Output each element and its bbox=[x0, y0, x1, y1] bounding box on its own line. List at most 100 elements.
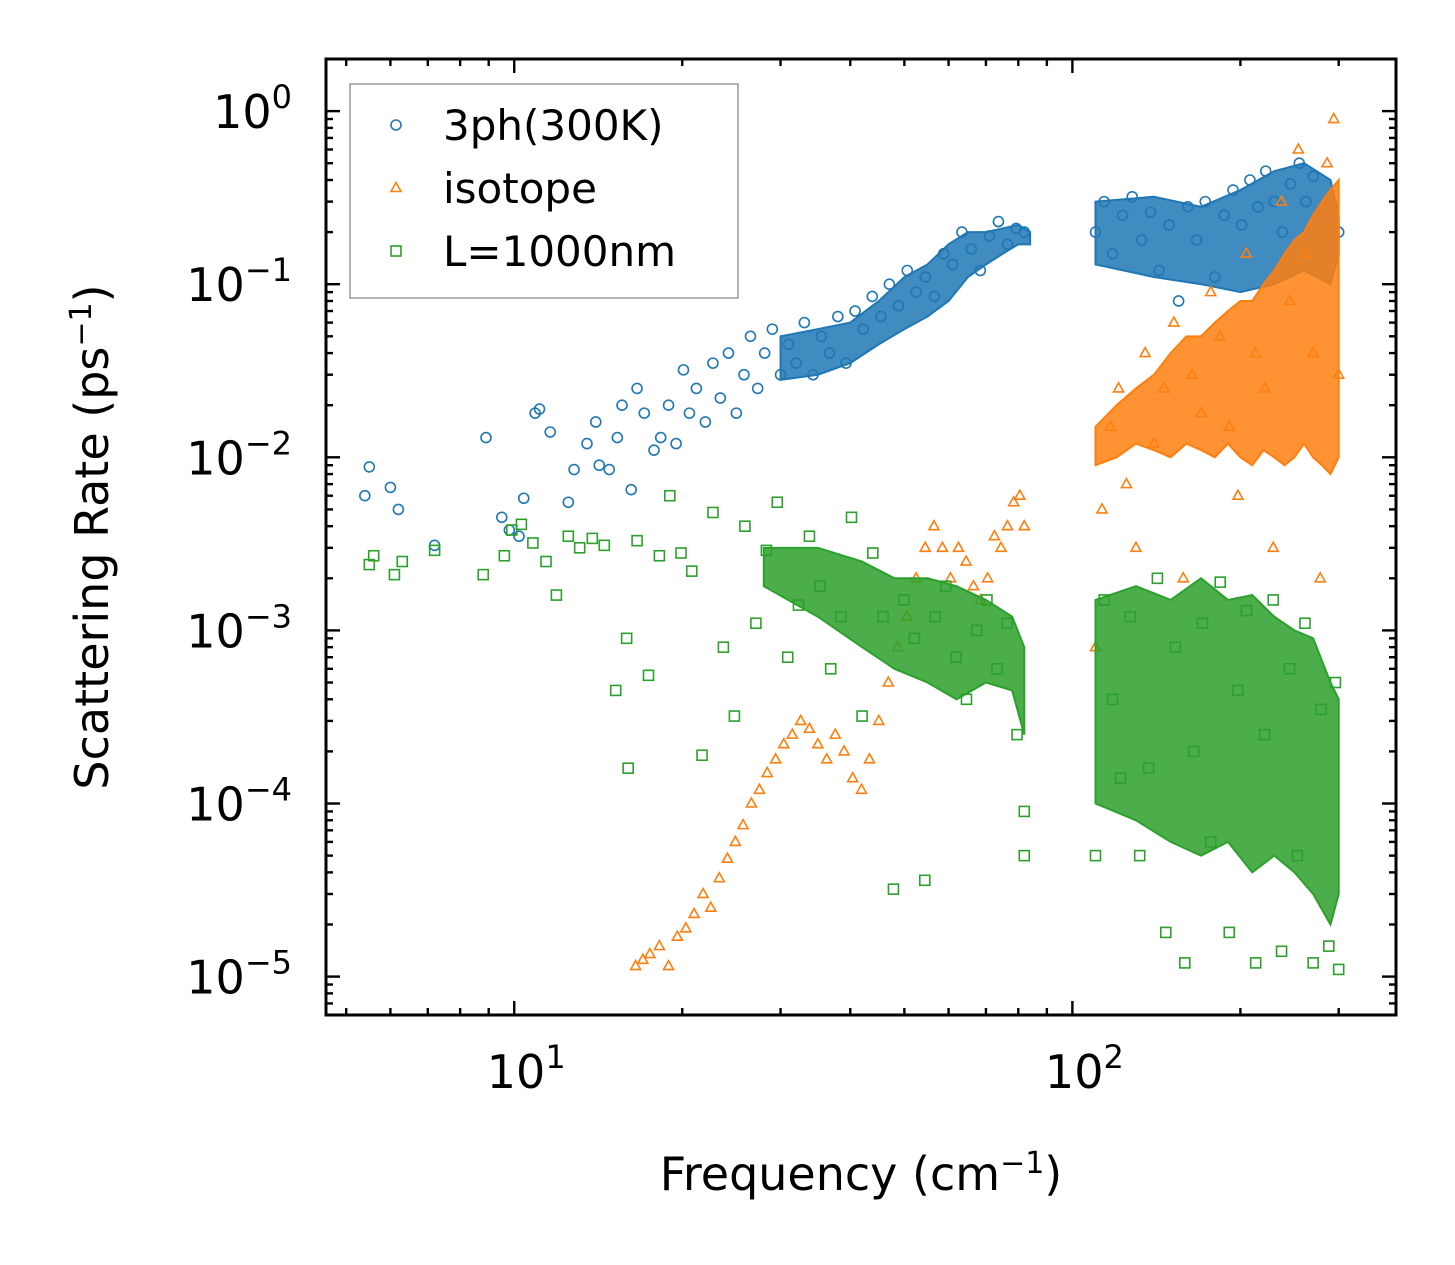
series-density-band bbox=[762, 546, 1026, 735]
data-point bbox=[1114, 772, 1127, 785]
data-point bbox=[991, 663, 1003, 675]
data-point bbox=[721, 851, 734, 863]
data-point bbox=[960, 693, 973, 706]
series-isotope bbox=[629, 111, 1346, 971]
data-point bbox=[1126, 190, 1139, 203]
data-point bbox=[480, 431, 492, 444]
data-point bbox=[662, 958, 675, 971]
data-point bbox=[887, 883, 900, 895]
data-point bbox=[1169, 641, 1182, 653]
data-point bbox=[1089, 849, 1102, 862]
data-point bbox=[496, 511, 508, 524]
data-point bbox=[950, 651, 962, 664]
data-point bbox=[728, 710, 741, 722]
data-point bbox=[477, 568, 490, 581]
data-point bbox=[1159, 926, 1172, 939]
data-point bbox=[1204, 284, 1218, 297]
data-point bbox=[919, 874, 931, 887]
data-point bbox=[892, 300, 905, 312]
data-point bbox=[1098, 594, 1110, 606]
data-point bbox=[517, 492, 530, 505]
data-point bbox=[568, 463, 580, 476]
data-point bbox=[699, 416, 712, 428]
data-point bbox=[1252, 201, 1264, 213]
data-point bbox=[1144, 206, 1157, 219]
data-point bbox=[1133, 849, 1146, 862]
data-point bbox=[593, 459, 606, 472]
axis-tick-labels: 101 102 100 10−1 10−2 10−3 10−4 10−5 bbox=[186, 78, 1124, 1099]
legend-item: L=1000nm bbox=[390, 227, 676, 276]
data-point bbox=[620, 632, 633, 645]
data-point bbox=[1240, 604, 1253, 617]
data-point bbox=[363, 461, 376, 473]
data-point bbox=[1129, 540, 1143, 553]
data-point bbox=[877, 610, 889, 623]
data-point bbox=[1240, 246, 1253, 259]
data-point bbox=[1007, 495, 1021, 507]
data-point bbox=[603, 463, 616, 476]
y-tick-label: 10−2 bbox=[186, 424, 292, 485]
data-point bbox=[1204, 836, 1217, 848]
data-point bbox=[1283, 293, 1296, 306]
data-point bbox=[1153, 264, 1165, 277]
data-point bbox=[707, 357, 719, 369]
data-point bbox=[1176, 571, 1190, 583]
data-point bbox=[994, 540, 1008, 553]
data-point bbox=[929, 610, 942, 623]
data-point bbox=[1223, 926, 1236, 939]
data-point bbox=[739, 520, 751, 532]
data-point bbox=[736, 817, 750, 830]
data-point bbox=[837, 744, 851, 756]
data-point bbox=[679, 921, 693, 933]
data-point bbox=[1163, 219, 1175, 231]
data-point bbox=[515, 518, 528, 531]
data-point bbox=[428, 544, 441, 557]
data-point bbox=[1095, 502, 1109, 514]
legend-marker-square bbox=[390, 245, 402, 257]
data-point bbox=[1185, 367, 1199, 380]
data-point bbox=[803, 530, 816, 543]
data-point bbox=[712, 871, 726, 883]
y-tick-label: 10−3 bbox=[186, 597, 292, 658]
data-point bbox=[396, 555, 409, 568]
data-point bbox=[883, 278, 896, 291]
data-point bbox=[786, 727, 799, 739]
legend-item: 3ph(300K) bbox=[390, 101, 663, 150]
data-point bbox=[1124, 610, 1137, 623]
data-point bbox=[1179, 957, 1191, 969]
data-point bbox=[730, 407, 743, 419]
data-point bbox=[1112, 381, 1125, 393]
data-point bbox=[643, 946, 657, 959]
data-point bbox=[1232, 684, 1244, 697]
data-point bbox=[683, 407, 696, 419]
data-point bbox=[1332, 963, 1345, 976]
data-point bbox=[533, 403, 546, 415]
data-point bbox=[1218, 209, 1230, 222]
data-point bbox=[1275, 945, 1288, 958]
data-point bbox=[1116, 209, 1129, 222]
data-point bbox=[815, 330, 828, 343]
y-tick-label: 10−1 bbox=[186, 251, 292, 312]
data-point bbox=[384, 481, 397, 494]
data-point bbox=[981, 594, 993, 606]
data-point bbox=[631, 534, 643, 547]
data-point bbox=[1307, 170, 1319, 183]
data-point bbox=[939, 580, 952, 593]
data-point bbox=[918, 540, 932, 553]
y-tick-label: 100 bbox=[213, 78, 292, 139]
legend-label: isotope bbox=[443, 164, 597, 213]
data-point bbox=[919, 271, 932, 283]
data-point bbox=[707, 506, 719, 519]
data-point bbox=[751, 382, 764, 395]
data-point bbox=[388, 568, 401, 581]
data-point bbox=[1013, 488, 1027, 501]
data-point bbox=[1249, 345, 1263, 358]
data-point bbox=[1231, 488, 1245, 501]
data-point bbox=[690, 382, 703, 395]
data-point bbox=[814, 580, 826, 593]
data-point bbox=[832, 310, 844, 323]
plot-frame bbox=[324, 57, 1398, 1017]
data-point bbox=[908, 632, 921, 645]
data-point bbox=[696, 749, 708, 762]
data-point bbox=[1258, 728, 1271, 741]
